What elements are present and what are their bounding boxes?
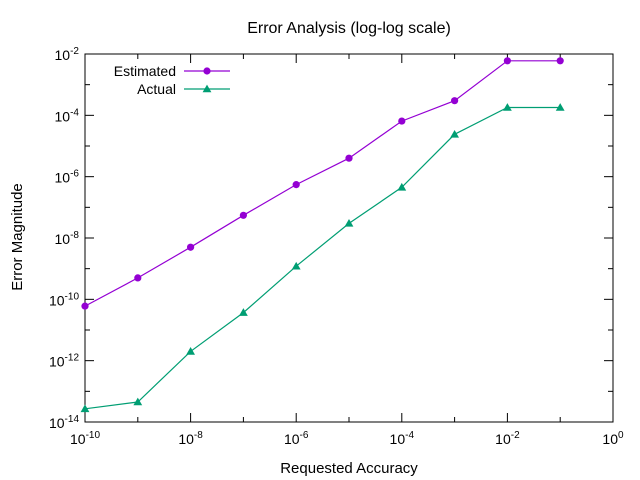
data-point-actual: [450, 129, 459, 138]
series-line-estimated: [84, 60, 561, 307]
tick-label-base: 10: [178, 431, 194, 447]
y-axis-label: Error Magnitude: [9, 183, 26, 291]
series-line-actual: [84, 106, 561, 410]
plot-frame: [84, 53, 614, 423]
x-tick-label: 10-6: [284, 430, 309, 447]
data-point-estimated: [81, 302, 89, 310]
tick-label-base: 10: [55, 108, 71, 124]
chart-title: Error Analysis (log-log scale): [247, 20, 451, 37]
x-tick-label: 100: [602, 430, 624, 447]
tick-label-exponent: -8: [70, 230, 79, 241]
data-point-estimated: [134, 274, 142, 282]
tick-label-base: 10: [602, 431, 618, 447]
tick-label-exponent: -4: [70, 107, 79, 118]
y-tick-label: 10-2: [55, 46, 80, 63]
x-tick-label: 10-10: [70, 430, 100, 447]
tick-label-exponent: -2: [511, 430, 520, 441]
tick-label-base: 10: [49, 415, 65, 431]
data-point-actual: [503, 103, 512, 111]
tick-label-exponent: -6: [70, 169, 79, 180]
y-tick-label: 10-12: [49, 353, 79, 370]
data-point-estimated: [345, 154, 353, 162]
data-point-estimated: [398, 117, 406, 125]
y-tick-label: 10-6: [55, 169, 80, 186]
tick-label-base: 10: [55, 170, 71, 186]
y-tick-label: 10-14: [49, 414, 79, 431]
x-axis-label: Requested Accuracy: [280, 460, 418, 477]
data-point-estimated: [451, 97, 459, 105]
tick-label-exponent: -10: [65, 291, 80, 302]
tick-label-exponent: -2: [70, 46, 79, 57]
tick-label-base: 10: [55, 231, 71, 247]
legend-label-estimated: Estimated: [114, 63, 176, 79]
legend: Estimated Actual: [114, 63, 230, 97]
legend-label-actual: Actual: [137, 81, 176, 97]
tick-label-exponent: -12: [65, 353, 80, 364]
tick-label-exponent: 0: [618, 430, 624, 441]
axis-ticks: 10-10 10-8 10-6 10-4 10-2 10010-1410-1210-101…: [49, 46, 624, 447]
tick-label-base: 10: [55, 47, 71, 63]
x-tick-label: 10-4: [390, 430, 415, 447]
data-point-actual: [555, 103, 565, 111]
tick-label-base: 10: [495, 431, 511, 447]
data-point-estimated: [292, 181, 300, 189]
data-point-actual: [80, 404, 90, 413]
y-tick-label: 10-4: [55, 107, 80, 124]
legend-marker-estimated: [203, 67, 211, 75]
data-point-actual: [344, 218, 354, 227]
data-point-actual: [397, 182, 407, 191]
tick-label-exponent: -10: [86, 430, 101, 441]
data-point-actual: [133, 397, 143, 406]
data-point-estimated: [503, 57, 511, 65]
tick-label-base: 10: [70, 431, 86, 447]
y-tick-label: 10-8: [55, 230, 80, 247]
tick-label-base: 10: [49, 354, 65, 370]
tick-label-base: 10: [49, 292, 65, 308]
tick-label-exponent: -4: [405, 430, 414, 441]
series-layer: [80, 57, 565, 413]
y-tick-label: 10-10: [49, 291, 79, 308]
tick-label-exponent: -14: [65, 414, 80, 425]
data-point-actual: [186, 347, 195, 355]
data-point-estimated: [187, 243, 195, 251]
tick-label-base: 10: [284, 431, 300, 447]
x-tick-label: 10-2: [495, 430, 520, 447]
x-tick-label: 10-8: [178, 430, 203, 447]
data-point-actual: [291, 261, 301, 270]
legend-marker-actual: [202, 84, 212, 93]
data-point-estimated: [556, 57, 564, 65]
tick-label-exponent: -8: [194, 430, 203, 441]
data-point-actual: [239, 308, 248, 316]
data-point-estimated: [239, 211, 247, 219]
tick-label-exponent: -6: [300, 430, 309, 441]
tick-label-base: 10: [390, 431, 406, 447]
